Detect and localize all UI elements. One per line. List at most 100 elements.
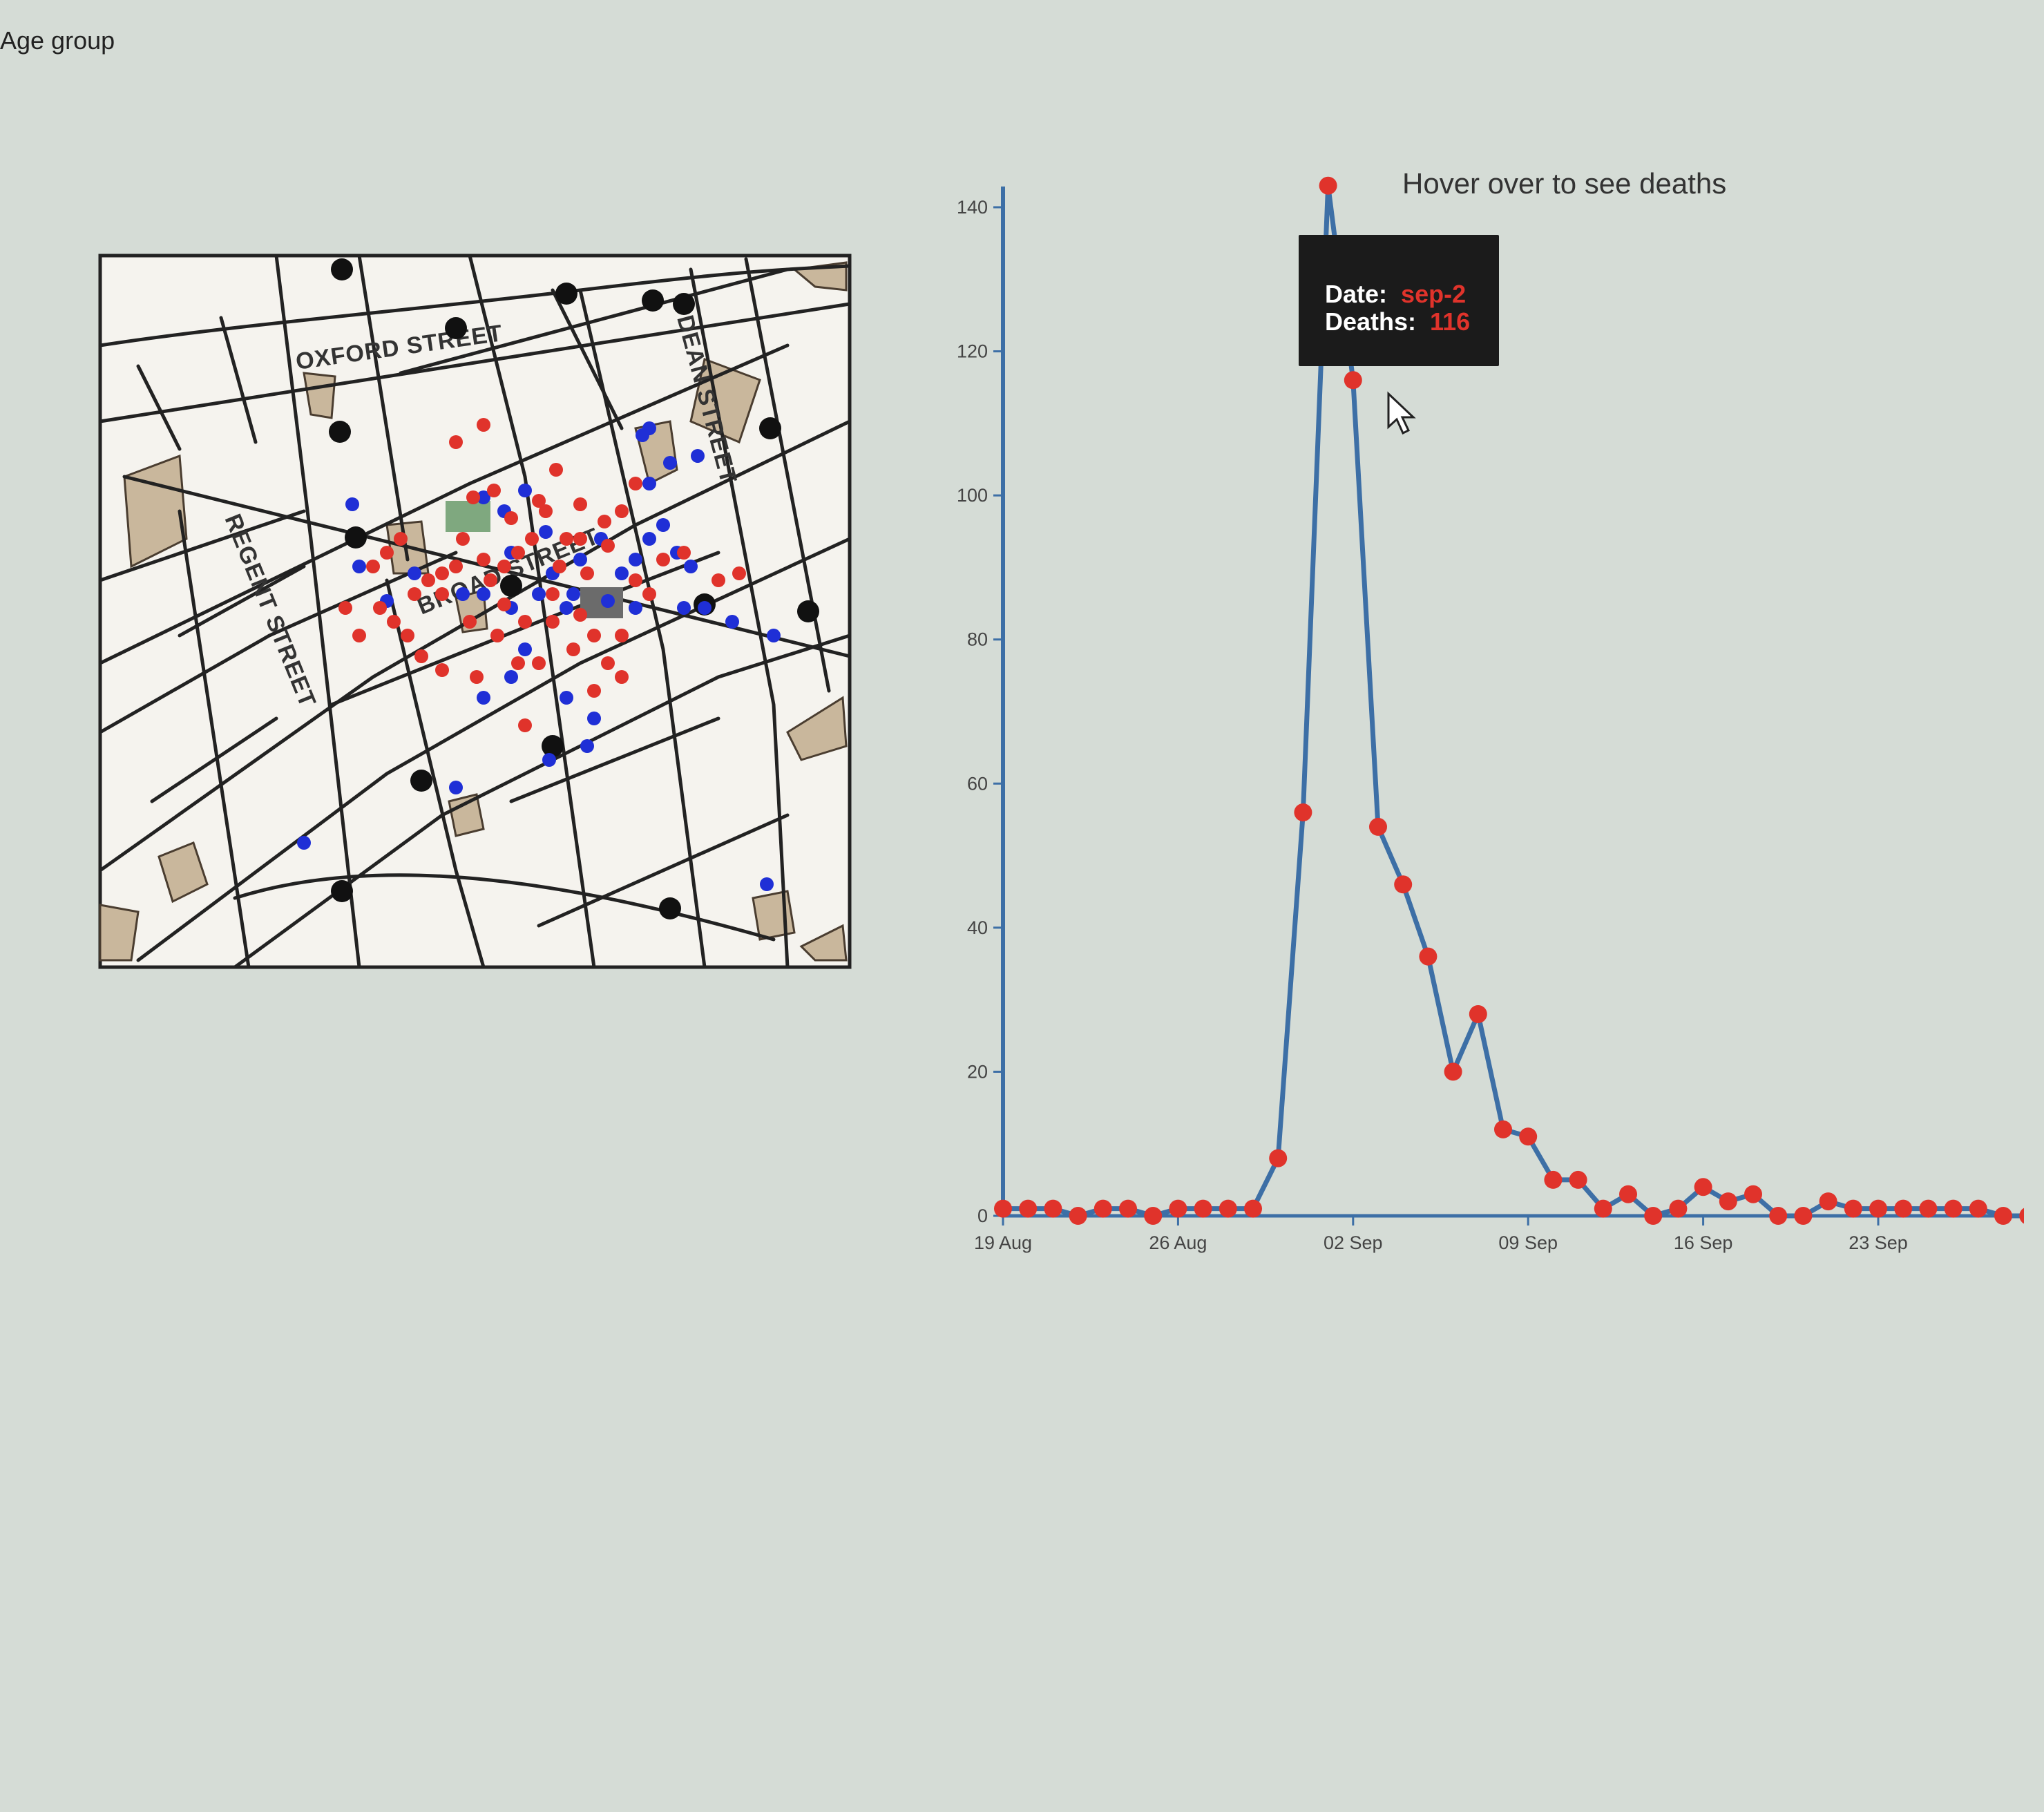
female-death-marker[interactable] <box>546 615 560 629</box>
female-death-marker[interactable] <box>642 587 656 601</box>
female-death-marker[interactable] <box>511 546 525 560</box>
female-death-marker[interactable] <box>421 573 435 587</box>
female-death-marker[interactable] <box>408 587 421 601</box>
female-death-marker[interactable] <box>677 546 691 560</box>
female-death-marker[interactable] <box>601 539 615 553</box>
data-point[interactable] <box>1644 1207 1663 1225</box>
female-death-marker[interactable] <box>504 511 518 525</box>
male-death-marker[interactable] <box>725 615 739 629</box>
male-death-marker[interactable] <box>698 601 711 615</box>
male-death-marker[interactable] <box>477 490 490 504</box>
data-point[interactable] <box>1694 1178 1712 1196</box>
male-death-marker[interactable] <box>642 477 656 490</box>
female-death-marker[interactable] <box>338 601 352 615</box>
female-death-marker[interactable] <box>598 515 611 528</box>
male-death-marker[interactable] <box>767 629 781 642</box>
female-death-marker[interactable] <box>525 532 539 546</box>
female-death-marker[interactable] <box>490 629 504 642</box>
data-point[interactable] <box>1494 1120 1512 1138</box>
data-point[interactable] <box>1619 1185 1637 1203</box>
female-death-marker[interactable] <box>711 573 725 587</box>
data-point[interactable] <box>2019 1207 2024 1225</box>
male-death-marker[interactable] <box>642 532 656 546</box>
data-point[interactable] <box>1919 1199 1938 1218</box>
male-death-marker[interactable] <box>566 587 580 601</box>
female-death-marker[interactable] <box>601 656 615 670</box>
data-point[interactable] <box>1069 1207 1087 1225</box>
male-death-marker[interactable] <box>615 566 629 580</box>
data-point[interactable] <box>1344 371 1362 390</box>
data-point[interactable] <box>1844 1199 1862 1218</box>
female-death-marker[interactable] <box>560 532 573 546</box>
data-point[interactable] <box>1594 1199 1612 1218</box>
female-death-marker[interactable] <box>732 566 746 580</box>
data-point[interactable] <box>1944 1199 1962 1218</box>
data-point[interactable] <box>1969 1199 1987 1218</box>
male-death-marker[interactable] <box>601 594 615 608</box>
female-death-marker[interactable] <box>435 587 449 601</box>
female-death-marker[interactable] <box>380 546 394 560</box>
male-death-marker[interactable] <box>504 670 518 684</box>
data-point[interactable] <box>1044 1199 1062 1218</box>
female-death-marker[interactable] <box>373 601 387 615</box>
data-point[interactable] <box>1269 1149 1288 1167</box>
data-point[interactable] <box>1994 1207 2012 1225</box>
female-death-marker[interactable] <box>449 560 463 573</box>
female-death-marker[interactable] <box>615 629 629 642</box>
female-death-marker[interactable] <box>470 670 484 684</box>
data-point[interactable] <box>1819 1192 1837 1211</box>
male-death-marker[interactable] <box>580 739 594 753</box>
male-death-marker[interactable] <box>656 518 670 532</box>
data-point[interactable] <box>1519 1127 1538 1146</box>
female-death-marker[interactable] <box>573 608 587 622</box>
male-death-marker[interactable] <box>691 449 705 463</box>
male-death-marker[interactable] <box>560 691 573 705</box>
data-point[interactable] <box>1544 1170 1563 1189</box>
female-death-marker[interactable] <box>573 497 587 511</box>
female-death-marker[interactable] <box>477 553 490 566</box>
female-death-marker[interactable] <box>580 566 594 580</box>
male-death-marker[interactable] <box>587 712 601 725</box>
female-death-marker[interactable] <box>401 629 414 642</box>
data-point[interactable] <box>1419 947 1438 966</box>
male-death-marker[interactable] <box>560 601 573 615</box>
female-death-marker[interactable] <box>629 477 642 490</box>
data-point[interactable] <box>1794 1207 1813 1225</box>
female-death-marker[interactable] <box>532 656 546 670</box>
female-death-marker[interactable] <box>546 587 560 601</box>
female-death-marker[interactable] <box>566 642 580 656</box>
female-death-marker[interactable] <box>553 560 566 573</box>
female-death-marker[interactable] <box>466 490 480 504</box>
male-death-marker[interactable] <box>449 781 463 794</box>
female-death-marker[interactable] <box>587 629 601 642</box>
female-death-marker[interactable] <box>615 670 629 684</box>
female-death-marker[interactable] <box>511 656 525 670</box>
data-point[interactable] <box>994 1199 1012 1218</box>
data-point[interactable] <box>1369 817 1387 836</box>
female-death-marker[interactable] <box>394 532 408 546</box>
male-death-marker[interactable] <box>297 836 311 850</box>
data-point[interactable] <box>1569 1170 1587 1189</box>
male-death-marker[interactable] <box>518 484 532 497</box>
data-point[interactable] <box>1144 1207 1163 1225</box>
female-death-marker[interactable] <box>387 615 401 629</box>
male-death-marker[interactable] <box>345 497 359 511</box>
female-death-marker[interactable] <box>497 598 511 611</box>
data-point[interactable] <box>1219 1199 1237 1218</box>
data-point[interactable] <box>1093 1199 1112 1218</box>
male-death-marker[interactable] <box>456 587 470 601</box>
female-death-marker[interactable] <box>573 532 587 546</box>
female-death-marker[interactable] <box>497 560 511 573</box>
male-death-marker[interactable] <box>760 877 774 891</box>
male-death-marker[interactable] <box>408 566 421 580</box>
female-death-marker[interactable] <box>435 566 449 580</box>
female-death-marker[interactable] <box>456 532 470 546</box>
female-death-marker[interactable] <box>366 560 380 573</box>
data-point[interactable] <box>1294 803 1312 821</box>
male-death-marker[interactable] <box>573 553 587 566</box>
female-death-marker[interactable] <box>484 573 497 587</box>
female-death-marker[interactable] <box>449 435 463 449</box>
data-point[interactable] <box>1894 1199 1913 1218</box>
data-point[interactable] <box>1669 1199 1688 1218</box>
female-death-marker[interactable] <box>518 718 532 732</box>
